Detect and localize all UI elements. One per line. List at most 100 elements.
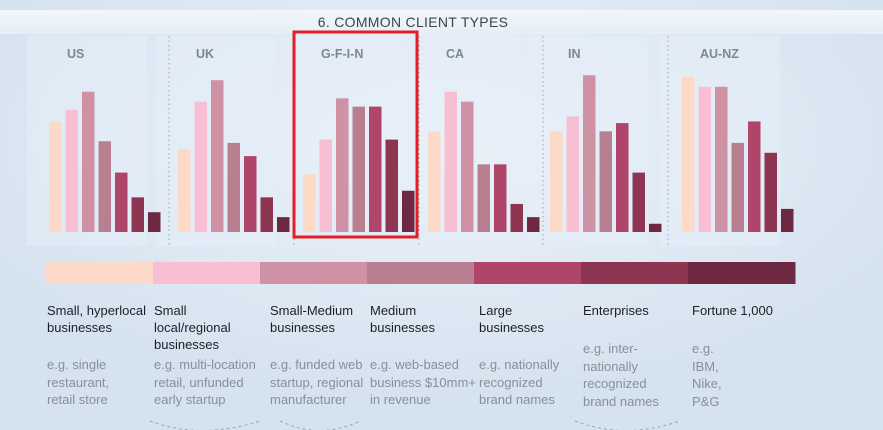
legend-example-line: e.g. multi-location [154,357,256,372]
legend-example-line: in revenue [370,392,431,407]
legend-example: e.g. IBM, Nike, P&G [692,340,802,410]
bar [715,86,728,232]
legend-label: Small-Medium businesses [270,302,376,336]
legend-example-line: retail store [47,392,108,407]
panel-label: IN [568,47,581,61]
bar [461,101,474,233]
bar [49,121,62,232]
legend-example-line: manufacturer [270,392,347,407]
title-band [0,10,883,34]
legend-label-line: businesses [47,320,113,335]
bar [632,172,645,232]
bar [583,75,596,232]
legend-example-line: recognized [583,376,647,391]
legend-swatch [46,262,154,284]
legend-label-line: Large [479,303,513,318]
bar [369,106,382,232]
bar [178,149,191,232]
legend-label-line: Small, hyperlocal [47,303,146,318]
legend-example-line: e.g. single [47,357,107,372]
bar [115,172,128,232]
bar [244,156,257,232]
legend-label-line: Small local/regional [154,303,231,335]
legend-example-line: e.g. web-based [370,357,459,372]
legend-swatch [581,262,689,284]
bar [303,174,316,232]
bar [781,208,794,232]
legend-label-line: Small-Medium [270,303,354,318]
bar [764,152,777,232]
legend-label: Small, hyperlocal businesses [47,302,153,336]
bar [748,121,761,232]
legend-example-line: e.g. nationally [479,357,560,372]
legend-label-line: businesses [154,337,220,352]
bar [148,212,161,232]
panel-label: G-F-I-N [321,47,363,61]
legend-label: Medium businesses [370,302,476,336]
legend-swatch [260,262,368,284]
legend-label-line: Medium [370,303,417,318]
legend-example: e.g. funded web startup, regional manufact… [270,356,380,409]
panel-label: US [67,47,84,61]
legend-example-line: restaurant, [47,374,110,390]
legend-example: e.g. inter-nationally recognized brand nam… [583,340,693,410]
bar [260,197,273,232]
legend-example-line: startup, regional [270,374,364,390]
legend-label-line: Fortune 1,000 [692,303,773,318]
legend-label-line: businesses [479,320,545,335]
legend-example-line: e.g. inter- [583,341,638,356]
bar [82,91,95,232]
legend-swatch [474,262,582,284]
legend-example-line: business $10mm+ [370,374,476,390]
bar [402,190,415,232]
legend-label: Fortune 1,000 [692,302,798,319]
chart-title: 6. COMMON CLIENT TYPES [317,14,509,30]
legend-example: e.g. web-based business $10mm+ in revenue [370,356,480,409]
legend-label-line: Enterprises [583,303,649,318]
legend-example-line: P&G [692,393,720,409]
legend-label-line: businesses [370,320,436,335]
panel-label: UK [196,47,214,61]
bar [211,80,224,232]
bar [477,164,490,232]
bar [194,101,207,233]
legend-swatch [367,262,475,284]
bar [98,141,111,232]
legend-example: e.g. single restaurant, retail store [47,356,157,409]
legend-swatch [153,262,261,284]
bar [682,76,695,233]
bar [731,142,744,232]
legend-example: e.g. nationally recognized brand names [479,356,589,409]
legend-example-line: retail, unfunded [154,374,244,390]
legend-label: Large businesses [479,302,585,336]
bar [616,123,629,232]
bar [527,217,540,232]
bar [649,223,662,232]
legend-example-line: e.g. funded web [270,357,363,372]
legend-example-line: IBM, [692,358,719,374]
legend-example-line: recognized [479,374,543,390]
bar [277,217,290,232]
legend-example-line: brand names [583,393,659,409]
panel-label: AU-NZ [700,47,739,61]
bar [65,109,78,232]
bar [352,106,365,232]
legend-label: Enterprises [583,302,689,319]
legend-example-line: nationally [583,358,638,374]
highlight-box [292,30,419,239]
legend-example: e.g. multi-location retail, unfunded early… [154,356,264,409]
bar [131,197,144,232]
legend-example-line: Nike, [692,376,722,391]
legend-swatch [688,262,796,284]
bar [510,203,523,232]
bar [319,139,332,232]
legend-example-line: early startup [154,392,226,407]
legend-label-line: businesses [270,320,336,335]
bar [550,131,563,232]
bar [336,98,349,232]
bar [566,116,579,232]
bar [385,139,398,232]
legend-example-line: brand names [479,392,555,407]
panel-label: CA [446,47,464,61]
